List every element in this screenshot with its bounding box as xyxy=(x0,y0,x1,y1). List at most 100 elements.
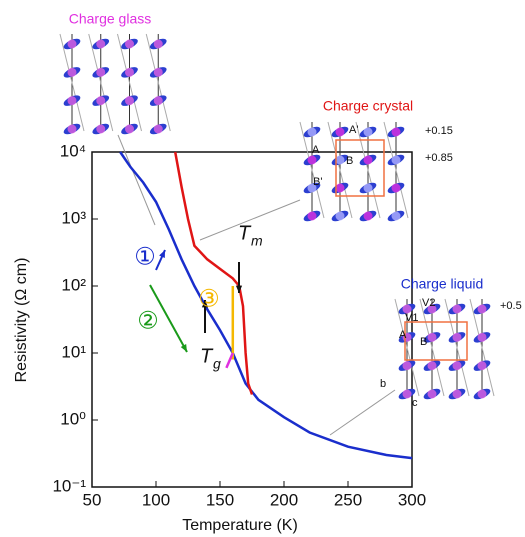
lattice-diag xyxy=(88,33,114,132)
annotation: ③ xyxy=(198,285,220,312)
charge-site xyxy=(363,127,373,137)
charge-site xyxy=(427,332,437,342)
annotation: ② xyxy=(137,307,159,334)
arrow-head xyxy=(180,344,187,352)
inset-label: b xyxy=(380,378,386,390)
annotation: ① xyxy=(134,243,156,270)
inset-title: Charge crystal xyxy=(323,98,413,114)
charge-site xyxy=(335,127,345,137)
charge-site xyxy=(391,211,401,221)
charge-site xyxy=(125,67,134,77)
lattice-diag xyxy=(383,121,409,219)
inset-label: +0.5 xyxy=(500,300,522,312)
plot-frame xyxy=(91,151,413,488)
lattice-diag xyxy=(444,298,470,397)
inset-title: Charge glass xyxy=(69,11,152,27)
x-tick-label: 50 xyxy=(83,490,102,509)
charge-site xyxy=(125,124,134,134)
annotation-main: T xyxy=(238,222,252,244)
charge-site xyxy=(153,39,163,49)
inset-label: +0.15 xyxy=(425,125,453,137)
y-tick-label: 10⁻¹ xyxy=(52,476,86,495)
lattice-diag xyxy=(117,33,142,132)
inset-label: B' xyxy=(313,176,322,188)
x-tick-label: 250 xyxy=(334,490,362,509)
lattice-diag xyxy=(469,298,495,397)
annotation-main: T xyxy=(200,345,214,367)
charge-site xyxy=(427,389,437,399)
charge-site xyxy=(335,183,345,193)
inset xyxy=(299,121,409,222)
charge-site xyxy=(477,304,487,314)
charge-site xyxy=(125,96,134,106)
charge-site xyxy=(477,361,487,371)
x-tick-label: 200 xyxy=(270,490,298,509)
arrow-head xyxy=(159,250,165,258)
charge-site xyxy=(96,96,106,106)
connector xyxy=(117,134,156,226)
charge-site xyxy=(391,183,401,193)
lattice-diag xyxy=(59,33,85,132)
charge-site xyxy=(391,127,401,137)
inset-label: B xyxy=(420,336,427,348)
data-line xyxy=(173,151,254,395)
inset-label: A xyxy=(312,144,320,156)
charge-site xyxy=(153,96,163,106)
connector xyxy=(329,389,396,436)
y-tick-label: 10² xyxy=(61,275,86,294)
inset-title: Charge liquid xyxy=(401,276,484,292)
charge-site xyxy=(153,124,163,134)
lattice-diag xyxy=(355,121,381,219)
arrow-head xyxy=(235,285,243,293)
charge-site xyxy=(452,361,462,371)
inset-label: c xyxy=(412,397,418,409)
charge-site xyxy=(452,389,462,399)
charge-site xyxy=(125,39,134,49)
inset-label: A xyxy=(399,329,407,341)
data-line xyxy=(225,352,234,369)
data-line xyxy=(119,151,413,460)
inset-label: V2 xyxy=(422,297,435,309)
charge-site xyxy=(96,67,106,77)
lattice-diag xyxy=(327,121,353,219)
charge-site xyxy=(477,332,487,342)
inset xyxy=(59,33,171,135)
charge-site xyxy=(402,361,412,371)
charge-site xyxy=(427,304,437,314)
annotation-sub: m xyxy=(251,233,263,249)
x-tick-label: 300 xyxy=(398,490,426,509)
lattice-diag xyxy=(394,298,420,397)
unit-cell xyxy=(404,321,468,361)
inset-label: A' xyxy=(349,124,358,136)
charge-site xyxy=(67,39,77,49)
inset-label: B xyxy=(346,155,353,167)
charge-site xyxy=(67,96,77,106)
annotation-sub: g xyxy=(213,356,221,372)
charge-site xyxy=(307,127,317,137)
x-axis-label: Temperature (K) xyxy=(182,517,298,534)
charge-site xyxy=(363,211,373,221)
charge-site xyxy=(402,389,412,399)
arrow-head xyxy=(201,300,209,308)
charge-site xyxy=(307,183,317,193)
arrow-shaft xyxy=(149,284,188,353)
unit-cell xyxy=(335,139,385,197)
connector xyxy=(199,199,301,241)
x-tick-label: 150 xyxy=(206,490,234,509)
lattice-diag xyxy=(145,33,171,132)
charge-site xyxy=(452,304,462,314)
charge-site xyxy=(363,183,373,193)
x-tick-label: 100 xyxy=(142,490,170,509)
charge-site xyxy=(391,155,401,165)
y-tick-label: 10⁴ xyxy=(60,141,86,160)
y-tick-label: 10⁰ xyxy=(60,409,86,428)
inset-label: V1 xyxy=(405,312,418,324)
charge-site xyxy=(67,124,77,134)
charge-site xyxy=(477,389,487,399)
y-tick-label: 10³ xyxy=(61,208,86,227)
charge-site xyxy=(96,39,106,49)
charge-site xyxy=(402,304,412,314)
charge-site xyxy=(67,67,77,77)
y-axis-label: Resistivity (Ω cm) xyxy=(13,258,30,383)
inset-label: +0.85 xyxy=(425,152,453,164)
